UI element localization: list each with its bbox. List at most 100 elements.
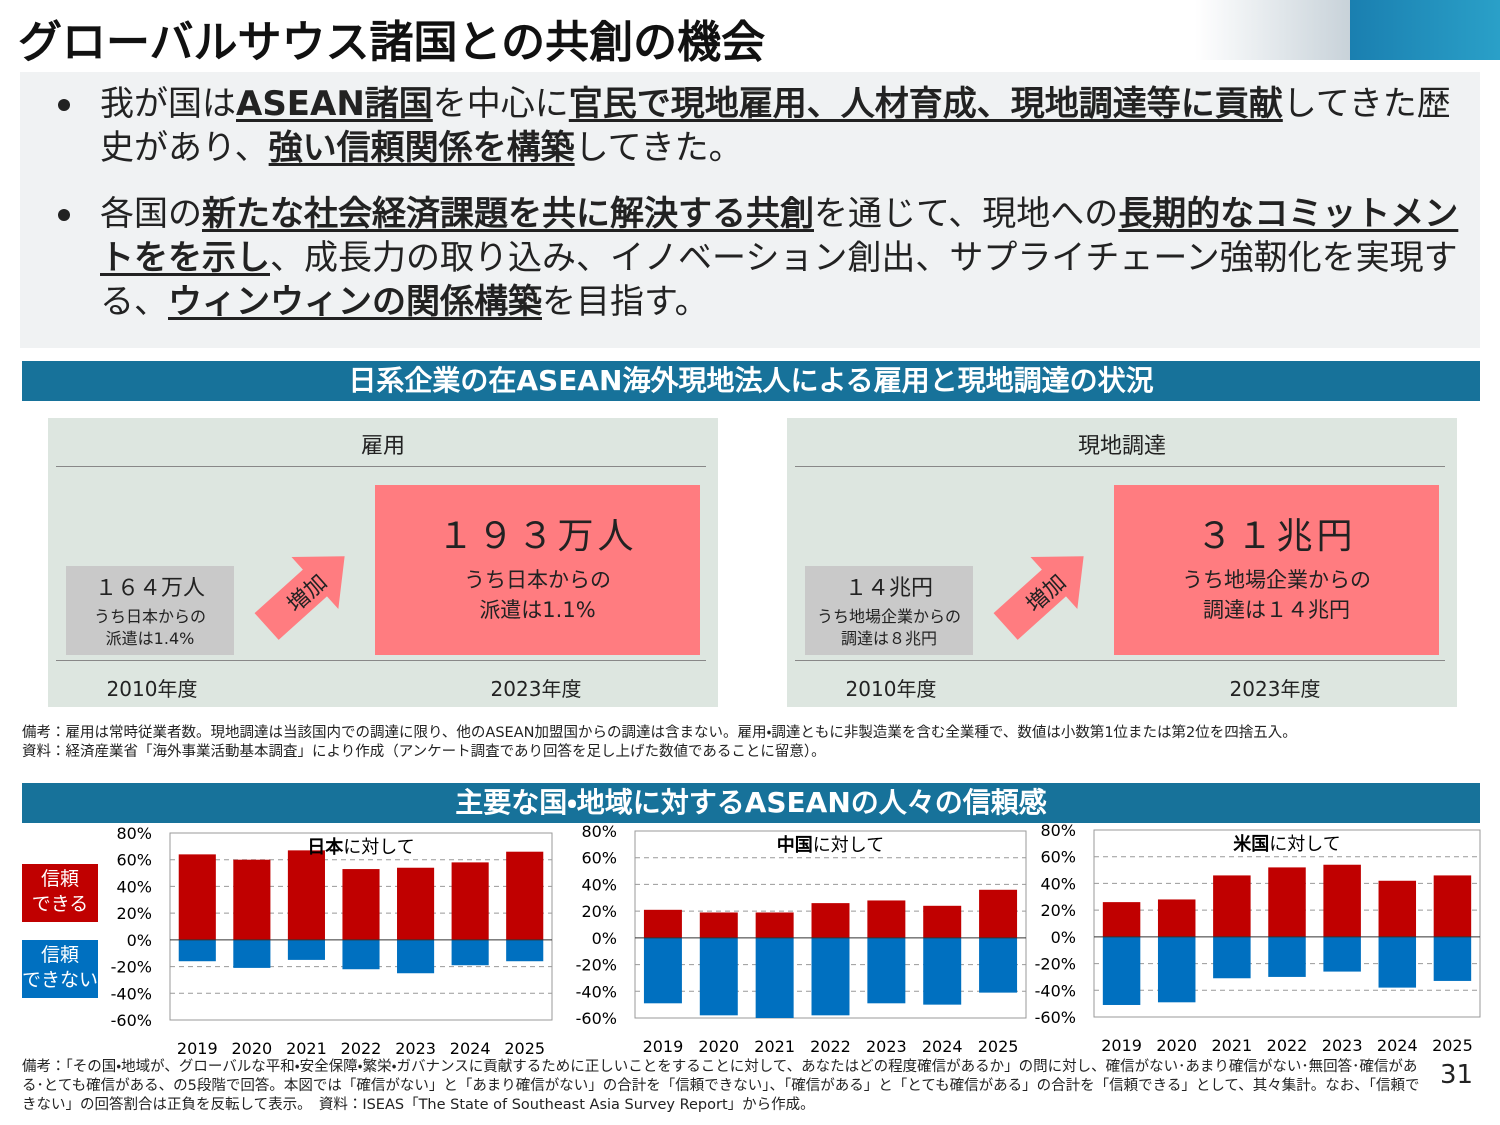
y-tick-label: 20% bbox=[116, 904, 152, 923]
bar bbox=[1213, 875, 1251, 937]
page-number: 31 bbox=[1440, 1060, 1474, 1090]
chart-title-part: 日本 bbox=[307, 836, 344, 858]
bar bbox=[923, 937, 962, 1005]
emphasis: 新たな社会経済課題を共に解決する共創 bbox=[202, 194, 814, 234]
chart-title-part: 米国 bbox=[1233, 833, 1269, 855]
header-decoration bbox=[1350, 0, 1500, 60]
bar bbox=[342, 869, 380, 940]
before-box: １４兆円 うち地場企業からの 調達は８兆円 bbox=[805, 566, 973, 655]
year-label: 2023年度 bbox=[1229, 677, 1321, 701]
x-tick-label: 2021 bbox=[286, 1039, 327, 1058]
chart-title: 中国に対して bbox=[777, 834, 884, 856]
text-run: を中心に bbox=[432, 84, 569, 124]
text-run: を目指す。 bbox=[542, 282, 709, 322]
bar bbox=[233, 939, 271, 968]
text-run: 、成長力の取り込み、イノベーション創出、サプライチェーン強靭化を実現する、 bbox=[100, 238, 1458, 322]
bar bbox=[1102, 902, 1141, 937]
bar bbox=[506, 851, 544, 940]
panel: 雇用 １６４万人 うち日本からの 派遣は1.4% １９３万人 うち日本からの 派遣は1.… bbox=[48, 418, 718, 707]
bar bbox=[699, 912, 738, 938]
chart-title-part: に対して bbox=[343, 837, 414, 858]
bullet-text: 我が国はASEAN諸国を中心に官民で現地雇用、人材育成、現地調達等に貢献してきた… bbox=[58, 82, 1460, 170]
year-label: 2023年度 bbox=[490, 677, 582, 701]
bar bbox=[1213, 936, 1251, 979]
chart-title: 米国に対して bbox=[1233, 833, 1340, 855]
after-value: ３１兆円 bbox=[1196, 516, 1357, 557]
x-tick-label: 2022 bbox=[1267, 1036, 1308, 1055]
y-tick-label: 80% bbox=[581, 822, 617, 841]
bullet-text: 各国の新たな社会経済課題を共に解決する共創を通じて、現地への長期的なコミットメン… bbox=[58, 192, 1460, 324]
x-tick-label: 2020 bbox=[231, 1039, 272, 1058]
bar bbox=[643, 937, 682, 1004]
x-tick-label: 2023 bbox=[395, 1039, 436, 1058]
y-tick-label: -40% bbox=[1035, 981, 1076, 1000]
bar bbox=[979, 937, 1018, 993]
bar bbox=[451, 939, 489, 966]
y-tick-label: -60% bbox=[576, 1009, 617, 1028]
y-tick-label: 40% bbox=[1040, 874, 1076, 893]
bar bbox=[979, 889, 1018, 938]
x-tick-label: 2023 bbox=[1322, 1036, 1363, 1055]
before-value: １６４万人 bbox=[94, 576, 205, 601]
x-tick-label: 2025 bbox=[978, 1037, 1019, 1056]
bar bbox=[1102, 936, 1141, 1005]
y-tick-label: -40% bbox=[576, 982, 617, 1001]
emphasis: ウィンウィンの関係構築 bbox=[168, 282, 542, 322]
divider bbox=[795, 466, 1445, 467]
y-tick-label: -20% bbox=[576, 956, 617, 975]
x-tick-label: 2019 bbox=[177, 1039, 218, 1058]
y-tick-label: -20% bbox=[1035, 955, 1076, 974]
x-tick-label: 2021 bbox=[1211, 1036, 1252, 1055]
bar bbox=[1433, 875, 1472, 937]
legend-entry: 信頼 できない bbox=[22, 940, 98, 998]
y-tick-label: 40% bbox=[116, 877, 152, 896]
text-run: してきた歴史があり、 bbox=[100, 84, 1451, 168]
bar bbox=[1433, 936, 1472, 981]
x-tick-label: 2019 bbox=[1101, 1036, 1142, 1055]
bar bbox=[867, 900, 906, 938]
bar bbox=[1268, 936, 1306, 977]
bullet-dot bbox=[58, 209, 70, 221]
before-note: うち日本からの 派遣は1.4% bbox=[93, 607, 206, 648]
x-tick-label: 2022 bbox=[810, 1037, 851, 1056]
bar bbox=[699, 937, 738, 1016]
bar bbox=[451, 862, 489, 940]
bar bbox=[178, 854, 216, 940]
page-title: グローバルサウス諸国との共創の機会 bbox=[18, 17, 766, 68]
before-value: １４兆円 bbox=[844, 576, 933, 601]
after-note: うち地場企業からの 調達は１４兆円 bbox=[1182, 568, 1371, 622]
text-run: してきた。 bbox=[574, 128, 743, 168]
bar bbox=[287, 939, 325, 960]
bar bbox=[287, 850, 325, 940]
before-box: １６４万人うち日本からの 派遣は1.4% bbox=[66, 566, 234, 655]
legend-entry: 信頼 できる bbox=[22, 864, 98, 922]
x-tick-label: 2019 bbox=[643, 1037, 684, 1056]
chart-title-part: に対して bbox=[813, 835, 884, 856]
bullet-dot bbox=[58, 99, 70, 111]
section-title: 日系企業の在ASEAN海外現地法人による雇用と現地調達の状況 bbox=[22, 361, 1480, 401]
bar bbox=[755, 912, 794, 938]
bar bbox=[1378, 880, 1417, 937]
y-tick-label: 20% bbox=[1040, 901, 1076, 920]
y-tick-label: -60% bbox=[111, 1011, 152, 1030]
bar bbox=[506, 939, 544, 962]
arrow-shape bbox=[993, 556, 1084, 640]
x-tick-label: 2022 bbox=[341, 1039, 382, 1058]
text-run: 我が国は bbox=[100, 84, 236, 124]
x-tick-label: 2020 bbox=[698, 1037, 739, 1056]
x-tick-label: 2024 bbox=[1377, 1036, 1418, 1055]
bar bbox=[867, 937, 906, 1004]
after-note: うち日本からの 派遣は1.1% bbox=[464, 568, 611, 622]
text-run: 各国の bbox=[100, 194, 202, 234]
y-tick-label: 0% bbox=[127, 931, 152, 950]
x-tick-label: 2025 bbox=[504, 1039, 545, 1058]
x-tick-label: 2024 bbox=[922, 1037, 963, 1056]
x-tick-label: 2025 bbox=[1432, 1036, 1473, 1055]
y-tick-label: 40% bbox=[581, 875, 617, 894]
x-tick-label: 2021 bbox=[754, 1037, 795, 1056]
arrow-shape bbox=[254, 556, 345, 640]
chart-title: 日本に対して bbox=[307, 836, 414, 858]
bar bbox=[643, 909, 682, 938]
after-value: １９３万人 bbox=[437, 516, 638, 557]
